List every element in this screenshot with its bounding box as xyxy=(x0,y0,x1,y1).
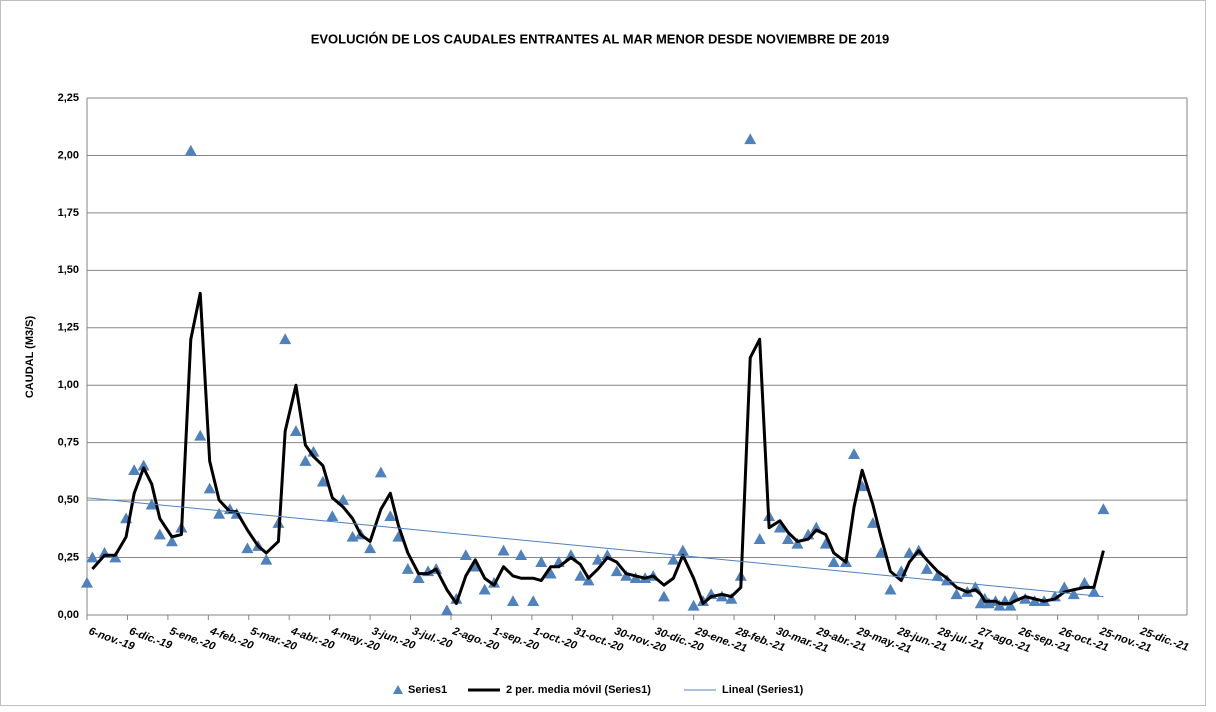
data-point xyxy=(241,542,254,554)
data-point xyxy=(1019,592,1032,604)
data-point xyxy=(165,535,178,547)
data-point xyxy=(781,533,794,544)
data-point xyxy=(874,546,887,558)
data-point xyxy=(515,549,528,561)
data-point xyxy=(791,537,804,549)
data-point xyxy=(753,533,766,544)
data-point xyxy=(374,466,387,478)
data-point xyxy=(620,569,633,581)
data-point xyxy=(715,590,728,602)
data-point xyxy=(184,144,197,156)
data-point xyxy=(920,563,933,574)
y-tick-label: 0,75 xyxy=(58,437,79,449)
data-point xyxy=(81,576,93,588)
data-point xyxy=(931,569,944,581)
data-point xyxy=(86,551,99,563)
y-tick-label: 1,50 xyxy=(58,264,79,276)
data-point xyxy=(497,544,510,556)
y-tick-label: 0,50 xyxy=(58,494,79,506)
data-point xyxy=(676,544,689,556)
legend-symbol xyxy=(393,685,403,694)
data-point xyxy=(289,425,302,436)
data-point xyxy=(527,595,540,607)
data-point xyxy=(535,556,548,567)
data-point xyxy=(667,553,680,565)
y-tick-label: 0,25 xyxy=(58,551,79,563)
y-tick-label: 2,00 xyxy=(58,149,79,161)
legend-label: 2 per. media móvil (Series1) xyxy=(506,684,651,696)
data-point xyxy=(506,595,519,607)
data-point xyxy=(401,563,414,574)
data-point xyxy=(610,565,623,577)
data-point xyxy=(337,494,350,505)
data-point xyxy=(440,604,453,616)
data-point xyxy=(827,556,840,567)
data-point xyxy=(137,459,150,471)
data-point xyxy=(773,521,786,533)
data-point xyxy=(260,553,273,565)
data-point xyxy=(326,510,339,521)
y-tick-label: 1,75 xyxy=(58,207,79,219)
series-line xyxy=(91,291,1105,606)
data-point xyxy=(194,429,207,441)
data-point xyxy=(582,574,595,586)
data-point xyxy=(629,572,642,584)
data-point xyxy=(316,475,329,487)
data-point xyxy=(1058,581,1071,593)
data-point xyxy=(478,583,491,595)
y-tick-label: 2,25 xyxy=(58,92,79,104)
chart-title: EVOLUCIÓN DE LOS CAUDALES ENTRANTES AL M… xyxy=(311,31,890,46)
data-point xyxy=(884,583,897,595)
data-point xyxy=(279,333,292,345)
data-point xyxy=(1004,599,1017,611)
data-point xyxy=(213,507,226,519)
data-point xyxy=(412,572,425,584)
data-point xyxy=(392,530,405,542)
data-point xyxy=(591,553,604,565)
y-tick-label: 0,00 xyxy=(58,609,79,621)
data-point xyxy=(1087,586,1100,597)
data-point xyxy=(203,482,216,494)
data-point xyxy=(866,517,879,528)
data-point xyxy=(128,464,141,476)
y-axis-label: CAUDAL (M3/S) xyxy=(24,316,36,399)
data-point xyxy=(725,592,738,604)
legend-label: Lineal (Series1) xyxy=(722,684,804,696)
data-point xyxy=(109,551,122,563)
data-point xyxy=(364,542,377,554)
data-point xyxy=(459,549,472,561)
data-point xyxy=(1097,503,1110,515)
legend-label: Series1 xyxy=(408,684,447,696)
data-point xyxy=(384,510,397,521)
data-point xyxy=(1078,576,1091,588)
data-point xyxy=(564,549,577,561)
y-tick-label: 1,25 xyxy=(58,322,79,334)
data-point xyxy=(950,588,963,600)
data-point xyxy=(574,569,587,581)
data-point xyxy=(1028,595,1041,607)
data-point xyxy=(544,567,557,579)
y-tick-label: 1,00 xyxy=(58,379,79,391)
series-line xyxy=(86,497,1104,598)
data-point xyxy=(848,448,861,459)
data-point xyxy=(819,537,832,549)
data-point xyxy=(299,455,312,466)
data-point xyxy=(903,546,916,558)
data-point xyxy=(153,528,166,540)
data-point xyxy=(687,599,700,611)
data-point xyxy=(657,590,670,602)
data-point xyxy=(744,133,757,145)
